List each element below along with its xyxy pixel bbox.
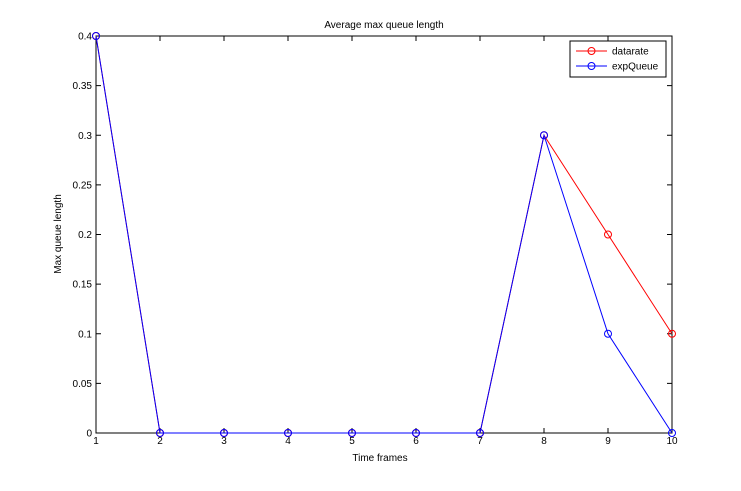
data-point-expQueue <box>476 429 484 437</box>
chart-title: Average max queue length <box>324 20 443 31</box>
data-point-datarate <box>604 230 612 239</box>
data-point-expQueue <box>412 429 420 437</box>
x-tick-label: 8 <box>541 436 547 447</box>
y-axis-label: Max queue length <box>53 194 64 274</box>
x-tick-label: 1 <box>93 436 99 447</box>
data-point-expQueue <box>220 429 228 437</box>
y-tick-label: 0.4 <box>78 32 92 43</box>
y-tick-label: 0.2 <box>78 230 92 241</box>
x-tick-label: 6 <box>413 436 419 447</box>
series-line-expQueue <box>95 35 673 434</box>
y-axis-ticks: 0 0.05 0.1 0.15 0.2 0.25 0.3 0.35 0.4 <box>73 32 672 440</box>
x-tick-label: 3 <box>221 436 227 447</box>
plot-area <box>95 35 673 434</box>
legend: datarate expQueue <box>569 40 667 78</box>
y-tick-label: 0.35 <box>73 81 93 92</box>
legend-label: datarate <box>612 47 649 58</box>
x-tick-label: 4 <box>285 436 291 447</box>
x-tick-label: 2 <box>157 436 163 447</box>
legend-item-datarate: datarate <box>576 47 649 58</box>
y-tick-label: 0.3 <box>78 131 92 142</box>
data-point-expQueue <box>92 32 100 40</box>
y-tick-label: 0.15 <box>73 280 93 291</box>
y-tick-label: 0 <box>86 429 92 440</box>
x-tick-label: 5 <box>349 436 355 447</box>
y-tick-label: 0.1 <box>78 329 92 340</box>
data-point-expQueue <box>604 329 612 338</box>
legend-swatch-marker <box>587 62 596 70</box>
legend-swatch-marker <box>587 47 596 55</box>
x-tick-label: 9 <box>605 436 611 447</box>
data-point-expQueue <box>284 429 292 437</box>
x-tick-label: 10 <box>666 436 678 447</box>
y-tick-label: 0.05 <box>73 379 93 390</box>
data-point-expQueue <box>540 131 548 140</box>
data-point-expQueue <box>348 429 356 437</box>
data-point-expQueue <box>156 429 164 437</box>
legend-box <box>569 40 667 78</box>
y-tick-label: 0.25 <box>73 180 93 191</box>
x-axis-ticks: 1 2 3 4 5 6 7 8 9 10 <box>93 36 678 447</box>
legend-label: expQueue <box>612 62 659 73</box>
x-axis-label: Time frames <box>352 453 407 464</box>
x-tick-label: 7 <box>477 436 483 447</box>
series-layer <box>92 32 676 437</box>
data-point-expQueue <box>668 429 676 437</box>
series-expQueue <box>92 32 676 437</box>
data-point-datarate <box>668 329 676 338</box>
legend-item-expQueue: expQueue <box>576 62 659 73</box>
